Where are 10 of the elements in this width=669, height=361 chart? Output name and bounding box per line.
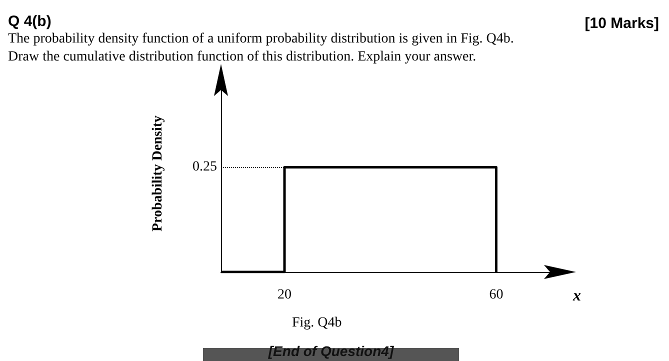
text: 0.25	[192, 160, 217, 175]
y-axis-title: Probability Density	[150, 115, 166, 232]
x-axis-title: x	[572, 288, 581, 304]
x-tick-label: 20	[278, 288, 292, 302]
x-tick-label: 60	[489, 288, 504, 302]
text: Q 4(b)	[8, 13, 52, 30]
text: [End of Question4]	[267, 343, 395, 359]
text: [10 Marks]	[584, 15, 660, 32]
caption: Fig. Q4b	[292, 316, 342, 330]
chart-subtitle: The probability density function of a uniform probability distribution is given in Fig. Q4b. Draw the cumulative distribution function of this distribution. Explain your answer.	[8, 32, 514, 64]
